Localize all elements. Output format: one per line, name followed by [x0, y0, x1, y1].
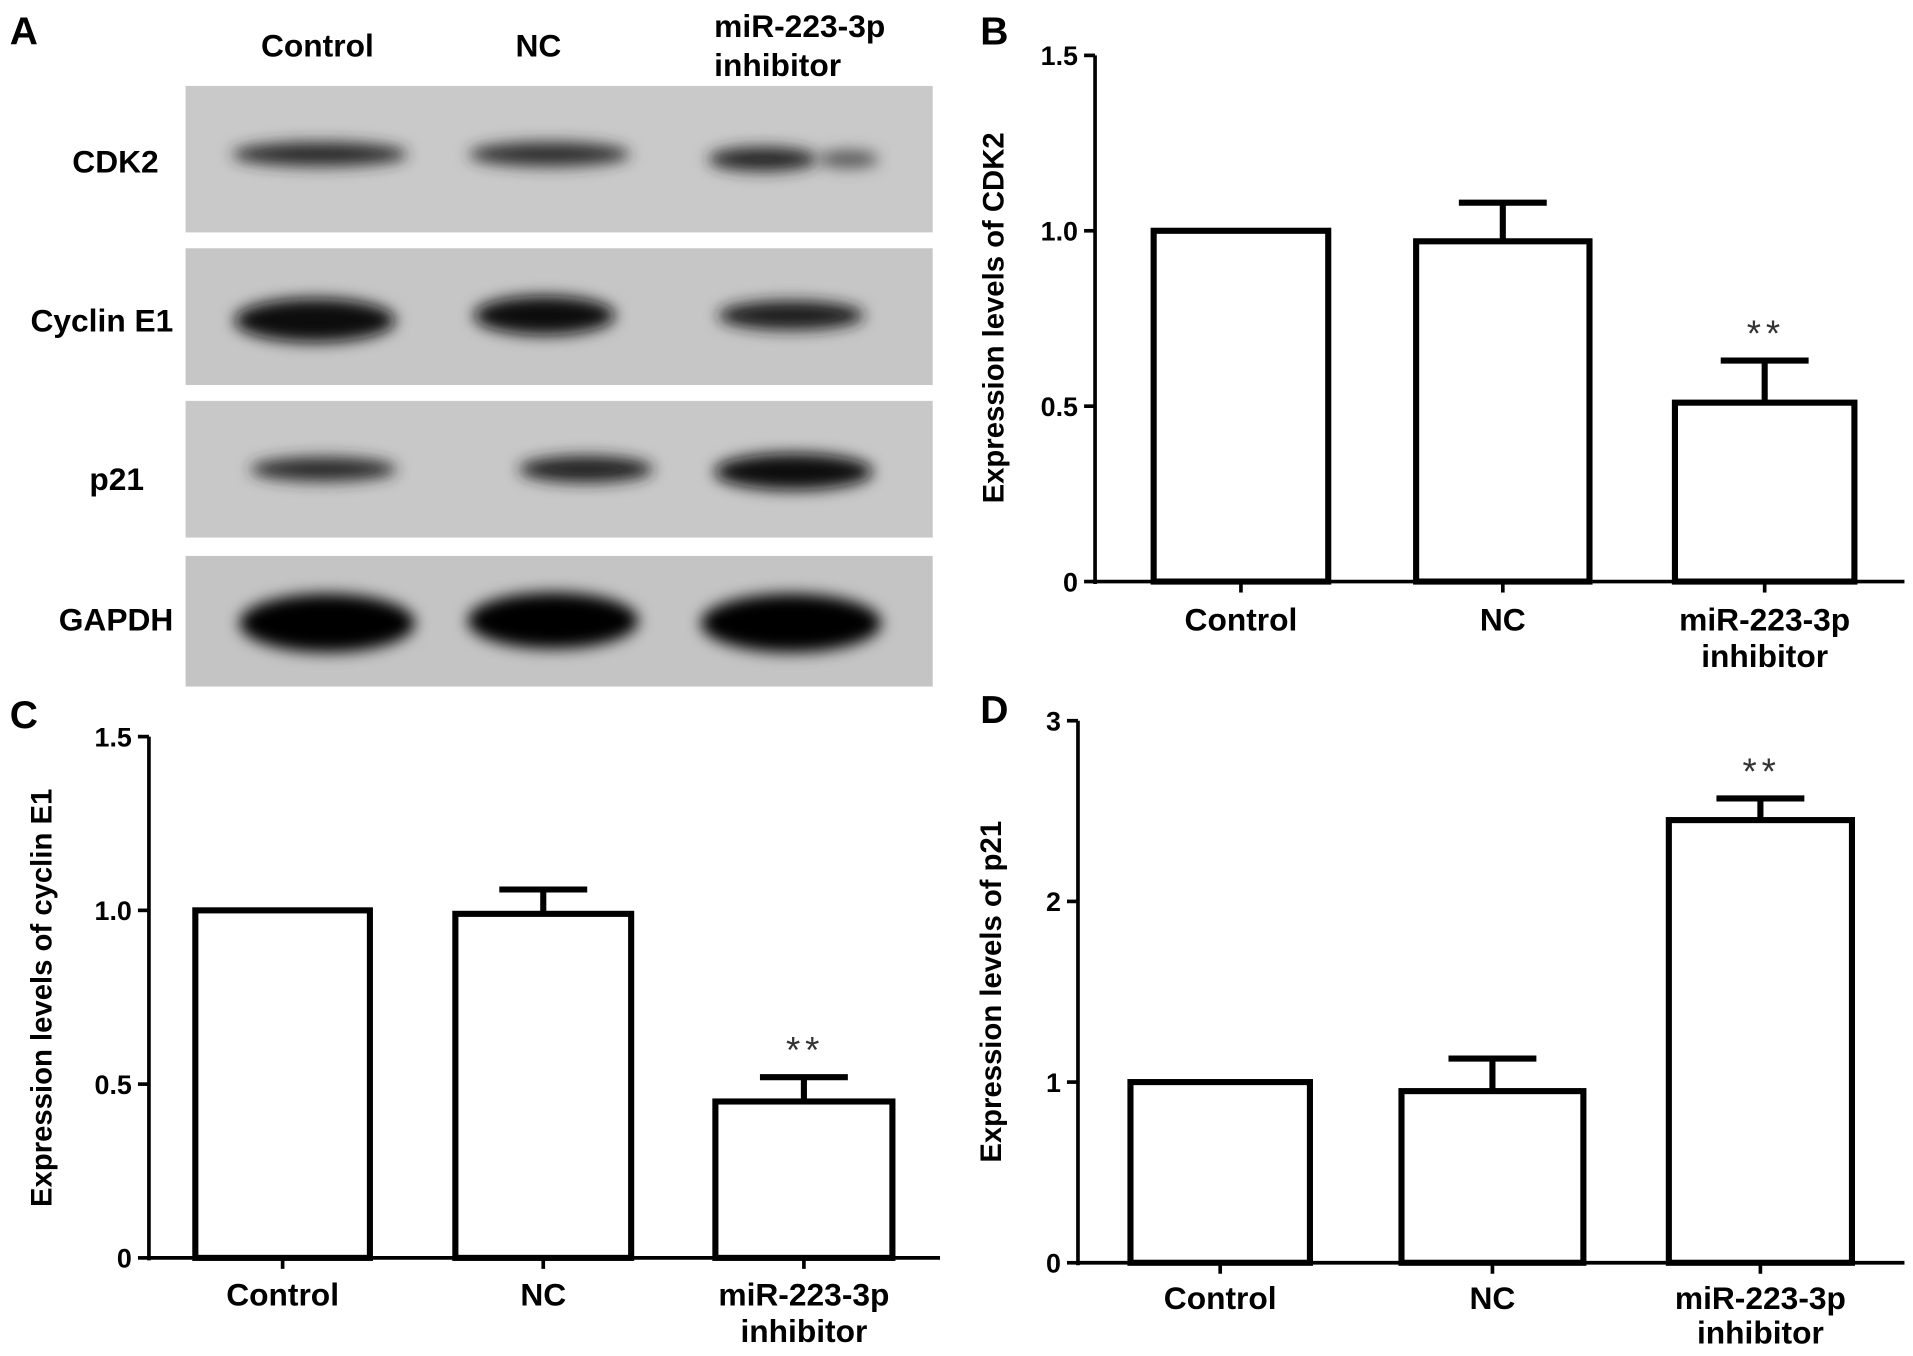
panel-d-chart: D Expression levels of p21 0 1 2 3 Control NC **… — [975, 689, 1905, 1350]
blot-gapdh — [185, 555, 933, 687]
x-tick-label: NC — [520, 1276, 566, 1312]
x-tick-label: NC — [1470, 1280, 1516, 1316]
x-tick-label: Control — [1185, 601, 1298, 637]
x-tick-label: miR-223-3p — [718, 1276, 889, 1312]
x-tick-label: inhibitor — [740, 1313, 867, 1349]
significance-marker: ** — [1747, 313, 1785, 354]
panel-b-chart: B Expression levels of CDK2 0 0.5 1.0 1.5 Cont… — [978, 10, 1905, 674]
y-tick-label: 0 — [117, 1244, 132, 1274]
y-tick-label: 0 — [1046, 1249, 1061, 1279]
y-axis-label: Expression levels of p21 — [975, 821, 1008, 1163]
y-tick-label: 2 — [1046, 887, 1061, 917]
y-tick-label: 1 — [1046, 1068, 1061, 1098]
lane-label-nc: NC — [515, 28, 561, 64]
lane-label-inhibitor-line2: inhibitor — [714, 47, 841, 83]
y-tick-label: 0.5 — [95, 1070, 132, 1100]
x-tick-label: inhibitor — [1701, 638, 1828, 674]
blot-cyclin-e1 — [185, 248, 933, 386]
blot-cdk2 — [185, 85, 933, 233]
x-tick-label: miR-223-3p — [1675, 1280, 1846, 1316]
panel-letter: B — [980, 10, 1008, 53]
panel-a-western-blot: A Control NC miR-223-3p inhibitor CDK2 C… — [10, 8, 933, 687]
y-axis-label: Expression levels of CDK2 — [978, 132, 1011, 503]
bar-mir-223-3p-inhibitor — [1665, 817, 1856, 1266]
x-tick-label: NC — [1480, 601, 1526, 637]
y-tick-label: 3 — [1046, 706, 1061, 736]
y-tick-label: 1.5 — [1041, 41, 1078, 71]
panel-letter: D — [980, 689, 1008, 732]
bar-nc — [1398, 1088, 1587, 1266]
bar-control — [1127, 1079, 1313, 1266]
lane-label-inhibitor-line1: miR-223-3p — [714, 8, 885, 44]
significance-marker: ** — [786, 1030, 824, 1071]
y-tick-label: 0 — [1063, 567, 1078, 597]
y-tick-label: 1.5 — [95, 722, 132, 752]
lane-label-control: Control — [261, 28, 374, 64]
significance-marker: ** — [1742, 751, 1780, 792]
protein-label-gapdh: GAPDH — [59, 601, 174, 637]
bar-control — [192, 907, 373, 1261]
blot-p21 — [185, 400, 933, 538]
bar-mir-223-3p-inhibitor — [712, 1098, 896, 1261]
y-tick-label: 1.0 — [1041, 217, 1078, 247]
bar-mir-223-3p-inhibitor — [1671, 399, 1858, 585]
panel-letter-a: A — [10, 10, 38, 53]
x-tick-label: Control — [226, 1276, 339, 1312]
y-tick-label: 0.5 — [1041, 392, 1078, 422]
protein-label-p21: p21 — [89, 461, 144, 497]
bar-control — [1150, 227, 1332, 585]
x-tick-label: inhibitor — [1697, 1314, 1824, 1350]
x-tick-label: miR-223-3p — [1679, 601, 1850, 637]
bar-nc — [452, 910, 635, 1261]
panel-letter: C — [10, 694, 38, 737]
y-tick-label: 1.0 — [95, 896, 132, 926]
y-axis-label: Expression levels of cyclin E1 — [25, 789, 58, 1207]
x-tick-label: Control — [1164, 1280, 1277, 1316]
protein-label-cyclin-e1: Cyclin E1 — [30, 302, 173, 338]
bar-nc — [1413, 238, 1593, 585]
panel-c-chart: C Expression levels of cyclin E1 0 0.5 1.0 1.… — [10, 694, 941, 1349]
protein-label-cdk2: CDK2 — [72, 144, 158, 180]
